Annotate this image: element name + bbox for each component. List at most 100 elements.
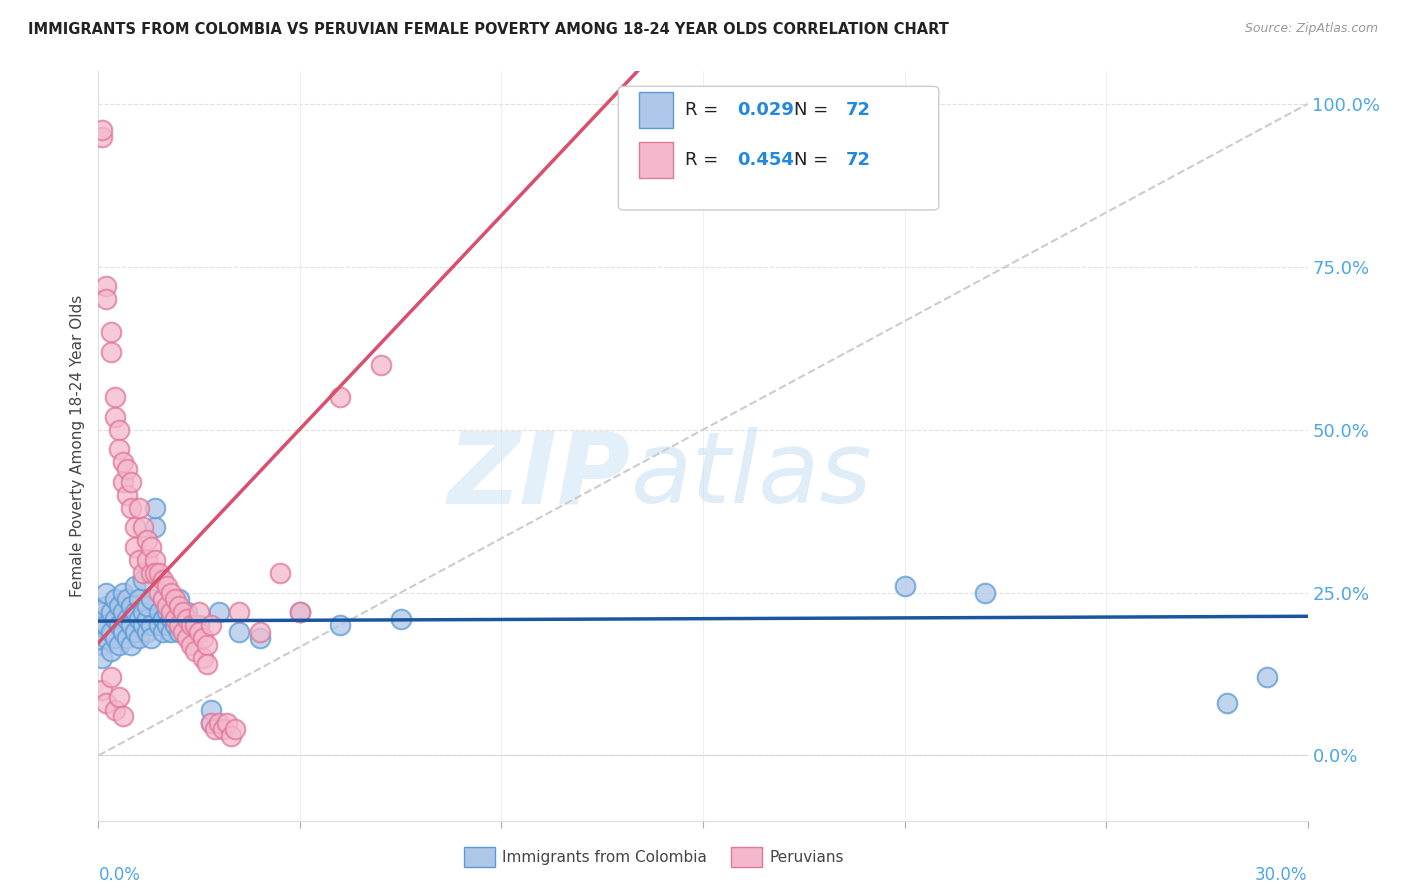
Point	[103, 390, 125, 404]
Point	[167, 618, 190, 632]
Point	[163, 605, 186, 619]
Point	[148, 605, 170, 619]
Point	[132, 573, 155, 587]
Point	[128, 500, 150, 515]
Text: R =: R =	[685, 101, 724, 119]
Point	[156, 618, 179, 632]
Point	[100, 624, 122, 639]
Point	[288, 605, 311, 619]
Point	[135, 533, 157, 548]
Point	[188, 624, 211, 639]
Point	[120, 500, 142, 515]
Point	[107, 423, 129, 437]
Point	[111, 709, 134, 723]
Point	[143, 520, 166, 534]
Point	[195, 657, 218, 672]
Point	[128, 631, 150, 645]
Point	[184, 618, 207, 632]
Point	[124, 540, 146, 554]
Text: Peruvians: Peruvians	[769, 850, 844, 864]
Y-axis label: Female Poverty Among 18-24 Year Olds: Female Poverty Among 18-24 Year Olds	[70, 295, 86, 597]
Point	[91, 650, 114, 665]
Point	[167, 612, 190, 626]
Point	[91, 129, 114, 144]
Point	[148, 618, 170, 632]
Point	[96, 618, 118, 632]
Point	[96, 585, 118, 599]
Point	[288, 605, 311, 619]
Text: 72: 72	[845, 101, 870, 119]
Point	[974, 585, 997, 599]
Point	[249, 624, 271, 639]
Point	[163, 592, 186, 607]
Point	[107, 618, 129, 632]
Point	[228, 624, 250, 639]
Point	[370, 358, 392, 372]
Point	[132, 618, 155, 632]
Point	[204, 723, 226, 737]
Point	[269, 566, 291, 580]
Point	[152, 592, 174, 607]
Point	[107, 442, 129, 457]
Point	[180, 638, 202, 652]
Point	[96, 697, 118, 711]
Point	[152, 592, 174, 607]
Point	[91, 683, 114, 698]
Point	[176, 631, 198, 645]
Point	[167, 599, 190, 613]
Point	[139, 592, 162, 607]
Point	[893, 579, 915, 593]
Point	[132, 520, 155, 534]
Point	[143, 566, 166, 580]
Point	[96, 279, 118, 293]
Point	[100, 670, 122, 684]
Text: N =: N =	[793, 101, 834, 119]
Text: atlas: atlas	[630, 427, 872, 524]
Point	[329, 390, 352, 404]
Point	[107, 599, 129, 613]
Point	[91, 123, 114, 137]
Point	[124, 520, 146, 534]
FancyBboxPatch shape	[638, 142, 673, 178]
Point	[217, 715, 239, 730]
Text: R =: R =	[685, 151, 724, 169]
Point	[224, 723, 246, 737]
Point	[160, 585, 183, 599]
Text: 0.0%: 0.0%	[98, 865, 141, 884]
Point	[100, 325, 122, 339]
Point	[120, 618, 142, 632]
Point	[135, 612, 157, 626]
Point	[163, 612, 186, 626]
Point	[156, 605, 179, 619]
Point	[188, 618, 211, 632]
Point	[208, 605, 231, 619]
Point	[135, 599, 157, 613]
Point	[91, 605, 114, 619]
Point	[1256, 670, 1278, 684]
Point	[139, 566, 162, 580]
Point	[208, 715, 231, 730]
Point	[100, 605, 122, 619]
Point	[120, 599, 142, 613]
Point	[156, 599, 179, 613]
Point	[103, 592, 125, 607]
Point	[96, 631, 118, 645]
Point	[193, 650, 215, 665]
Point	[111, 455, 134, 469]
Point	[103, 409, 125, 424]
Point	[120, 475, 142, 489]
Point	[139, 618, 162, 632]
Point	[111, 605, 134, 619]
Point	[143, 500, 166, 515]
Point	[96, 293, 118, 307]
Point	[200, 618, 222, 632]
Point	[91, 618, 114, 632]
Point	[249, 631, 271, 645]
FancyBboxPatch shape	[619, 87, 939, 210]
Point	[160, 624, 183, 639]
Point	[212, 723, 235, 737]
Point	[389, 612, 412, 626]
Text: Source: ZipAtlas.com: Source: ZipAtlas.com	[1244, 22, 1378, 36]
Point	[100, 644, 122, 658]
Point	[143, 553, 166, 567]
